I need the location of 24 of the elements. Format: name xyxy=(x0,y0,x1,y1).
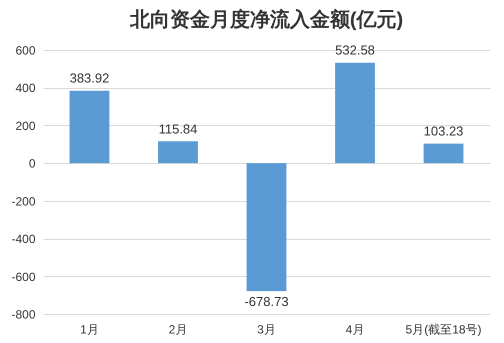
y-tick-label: -800 xyxy=(11,308,36,322)
data-label: 115.84 xyxy=(158,121,198,136)
y-tick-label: -400 xyxy=(11,232,36,246)
bar xyxy=(158,141,198,164)
y-tick-label: -200 xyxy=(11,194,36,208)
y-tick-label: 600 xyxy=(15,44,36,58)
x-tick-label: 3月 xyxy=(257,322,276,336)
x-tick-label: 4月 xyxy=(346,322,364,336)
y-tick-label: 200 xyxy=(15,118,36,133)
data-label: 532.58 xyxy=(335,42,375,58)
bar xyxy=(246,163,286,292)
x-tick-label: 5月(截至18号) xyxy=(406,322,482,336)
bar xyxy=(70,90,110,164)
bar xyxy=(335,62,375,164)
y-tick-label: -600 xyxy=(11,270,36,284)
y-tick-label: 400 xyxy=(15,81,36,96)
chart-title: 北向资金月度净流入金额(亿元) xyxy=(128,8,404,31)
bar xyxy=(424,144,464,164)
data-label: 383.92 xyxy=(70,70,110,86)
data-label: -678.73 xyxy=(244,294,289,310)
y-tick-label: 0 xyxy=(28,156,36,171)
x-tick-label: 2月 xyxy=(168,322,188,336)
data-label: 103.23 xyxy=(424,124,464,139)
x-tick-label: 1月 xyxy=(80,322,99,336)
